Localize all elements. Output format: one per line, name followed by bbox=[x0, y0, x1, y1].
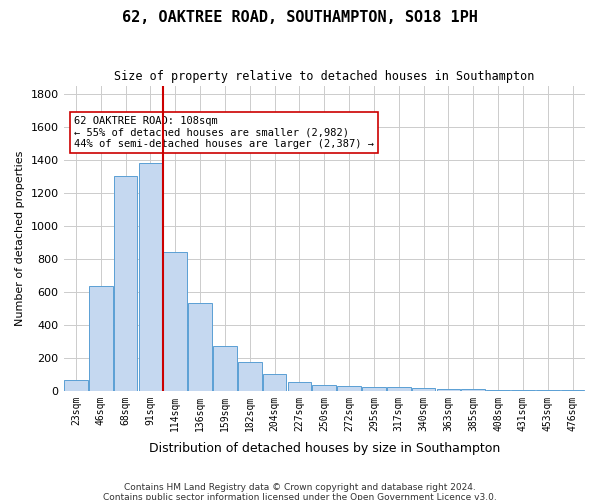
X-axis label: Distribution of detached houses by size in Southampton: Distribution of detached houses by size … bbox=[149, 442, 500, 455]
Bar bbox=[511, 390, 535, 391]
Bar bbox=[362, 386, 386, 391]
Bar bbox=[461, 389, 485, 391]
Bar bbox=[536, 390, 560, 391]
Bar bbox=[89, 286, 113, 391]
Bar bbox=[188, 304, 212, 391]
Text: 62 OAKTREE ROAD: 108sqm
← 55% of detached houses are smaller (2,982)
44% of semi: 62 OAKTREE ROAD: 108sqm ← 55% of detache… bbox=[74, 116, 374, 150]
Bar bbox=[238, 362, 262, 391]
Bar bbox=[337, 386, 361, 391]
Bar bbox=[213, 346, 237, 391]
Title: Size of property relative to detached houses in Southampton: Size of property relative to detached ho… bbox=[114, 70, 535, 83]
Text: Contains public sector information licensed under the Open Government Licence v3: Contains public sector information licen… bbox=[103, 493, 497, 500]
Bar bbox=[287, 382, 311, 391]
Bar bbox=[561, 390, 584, 391]
Bar bbox=[387, 388, 410, 391]
Bar bbox=[139, 163, 162, 391]
Bar bbox=[412, 388, 436, 391]
Bar bbox=[114, 176, 137, 391]
Bar bbox=[486, 390, 510, 391]
Bar bbox=[313, 385, 336, 391]
Bar bbox=[64, 380, 88, 391]
Bar bbox=[163, 252, 187, 391]
Text: Contains HM Land Registry data © Crown copyright and database right 2024.: Contains HM Land Registry data © Crown c… bbox=[124, 483, 476, 492]
Text: 62, OAKTREE ROAD, SOUTHAMPTON, SO18 1PH: 62, OAKTREE ROAD, SOUTHAMPTON, SO18 1PH bbox=[122, 10, 478, 25]
Bar bbox=[263, 374, 286, 391]
Bar bbox=[437, 389, 460, 391]
Y-axis label: Number of detached properties: Number of detached properties bbox=[15, 150, 25, 326]
